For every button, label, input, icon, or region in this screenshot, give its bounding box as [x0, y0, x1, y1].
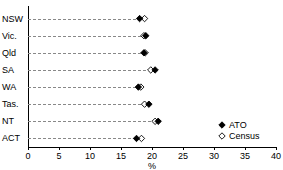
- category-label: NSW: [2, 14, 24, 24]
- leader-line: [28, 138, 141, 139]
- marker: [143, 32, 149, 38]
- category-label: WA: [2, 82, 16, 92]
- marker: [136, 15, 142, 21]
- marker: [146, 101, 152, 107]
- tick: [121, 147, 122, 150]
- legend-label: Census: [229, 131, 260, 141]
- axis-label: %: [148, 161, 156, 170]
- category-label: Qld: [2, 48, 16, 58]
- category-label: NT: [2, 116, 14, 126]
- marker: [155, 118, 161, 124]
- tick: [183, 147, 184, 150]
- leader-line: [28, 53, 145, 54]
- tick-label: 20: [147, 151, 157, 161]
- tick-label: 25: [178, 151, 188, 161]
- chart: 0 5 10 15 20 25 30 35 40% NSW Vic. Qld SA WA Tas. NT ACT…: [0, 0, 283, 170]
- y-axis: [28, 6, 29, 148]
- tick: [276, 147, 277, 150]
- leader-line: [28, 36, 146, 37]
- category-label: Vic.: [2, 31, 17, 41]
- tick: [90, 147, 91, 150]
- tick-label: 10: [85, 151, 95, 161]
- tick: [28, 147, 29, 150]
- tick-label: 30: [209, 151, 219, 161]
- leader-line: [28, 121, 158, 122]
- leader-line: [28, 104, 149, 105]
- marker: [141, 50, 147, 56]
- category-label: SA: [2, 65, 14, 75]
- legend-marker: [219, 133, 225, 139]
- tick-label: 15: [116, 151, 126, 161]
- tick: [245, 147, 246, 150]
- marker: [152, 67, 158, 73]
- legend-label: ATO: [229, 120, 247, 130]
- marker: [133, 135, 139, 141]
- tick-label: 40: [271, 151, 281, 161]
- legend-marker: [219, 122, 225, 128]
- tick: [152, 147, 153, 150]
- plot-area: [28, 15, 161, 141]
- marker: [135, 84, 141, 90]
- leader-line: [28, 87, 141, 88]
- tick: [214, 147, 215, 150]
- leader-line: [28, 19, 145, 20]
- tick-label: 0: [25, 151, 30, 161]
- category-label: Tas.: [2, 99, 19, 109]
- tick-label: 5: [56, 151, 61, 161]
- leader-line: [28, 70, 155, 71]
- tick: [59, 147, 60, 150]
- tick-label: 35: [240, 151, 250, 161]
- category-label: ACT: [2, 133, 21, 143]
